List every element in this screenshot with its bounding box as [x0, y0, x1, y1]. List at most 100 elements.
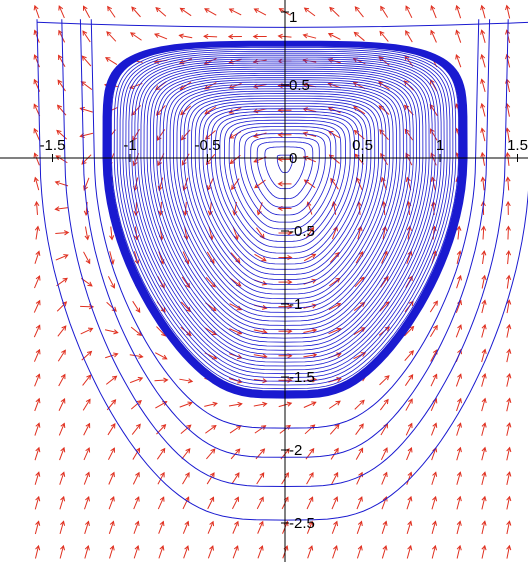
field-arrow [303, 7, 316, 17]
field-arrow [430, 349, 438, 362]
y-tick-label: -2 [289, 442, 302, 459]
field-arrow [379, 129, 389, 140]
field-arrow [405, 5, 413, 19]
x-tick-label: 0.5 [352, 137, 373, 154]
field-arrow [81, 350, 93, 361]
field-arrow [33, 54, 40, 68]
field-arrow [404, 350, 414, 361]
field-arrow [105, 57, 118, 65]
field-arrow [306, 496, 314, 510]
field-arrow [505, 151, 511, 166]
field-arrow [406, 447, 413, 461]
field-arrow [109, 251, 115, 265]
field-arrow [180, 301, 192, 313]
field-arrow [481, 299, 487, 314]
field-arrow [58, 398, 66, 411]
field-arrow [480, 225, 487, 240]
field-arrow [228, 401, 243, 407]
field-arrow [33, 29, 40, 43]
field-arrow [406, 495, 413, 510]
field-arrow [456, 274, 462, 289]
field-arrow [480, 78, 486, 93]
field-arrow [481, 397, 487, 412]
field-arrow [302, 33, 317, 39]
field-arrow [55, 254, 69, 261]
field-arrow [158, 520, 165, 534]
field-arrow [378, 81, 390, 90]
field-arrow [55, 155, 68, 164]
field-arrow [204, 401, 218, 407]
field-arrow [133, 520, 140, 534]
field-arrow [354, 6, 364, 18]
field-arrow [84, 520, 90, 535]
field-arrow [379, 375, 390, 386]
field-arrow [456, 471, 462, 485]
field-arrow [232, 496, 239, 510]
field-arrow [33, 176, 40, 191]
field-arrow [456, 422, 462, 436]
field-arrow [455, 29, 462, 43]
field-arrow [381, 544, 388, 559]
field-arrow [430, 128, 438, 141]
orbit-curves [36, 19, 528, 521]
outer-orbit [36, 21, 528, 28]
field-arrow [232, 520, 239, 534]
field-arrow [332, 545, 338, 559]
field-arrow [107, 276, 115, 289]
field-arrow [33, 152, 40, 166]
field-arrow [331, 496, 339, 510]
y-tick-label: 1 [289, 9, 297, 26]
field-arrow [105, 375, 118, 385]
field-arrow [506, 323, 512, 338]
field-arrow [155, 352, 168, 360]
field-arrow [107, 5, 116, 18]
field-arrow [34, 397, 41, 412]
field-arrow [34, 495, 41, 510]
field-arrow [158, 545, 165, 559]
field-arrow [133, 496, 140, 510]
field-arrow [252, 33, 267, 40]
field-arrow [404, 325, 415, 337]
field-arrow [59, 544, 66, 559]
y-tick-label: -0.5 [289, 223, 315, 240]
field-arrow [253, 401, 268, 407]
field-arrow [455, 54, 462, 68]
field-arrow [429, 300, 438, 313]
field-arrow [506, 274, 512, 289]
field-arrow [34, 422, 41, 436]
field-arrow [132, 300, 141, 313]
field-arrow [204, 8, 217, 16]
field-arrow [55, 230, 70, 236]
x-tick-label: 1 [436, 137, 444, 154]
field-arrow [58, 422, 66, 436]
field-arrow [302, 155, 317, 163]
field-arrow [506, 397, 512, 412]
field-arrow [480, 151, 486, 166]
field-arrow [329, 423, 340, 435]
field-arrow [356, 520, 363, 534]
field-arrow [256, 472, 265, 485]
field-arrow [130, 399, 142, 410]
field-arrow [480, 4, 486, 19]
field-arrow [380, 447, 388, 461]
field-arrow [505, 250, 512, 265]
field-arrow [328, 400, 341, 409]
field-arrow [207, 496, 215, 510]
field-arrow [59, 520, 66, 535]
field-arrow [480, 102, 486, 117]
field-arrow [302, 107, 317, 113]
y-tick-label: -1.5 [289, 369, 315, 386]
field-arrow [404, 374, 414, 386]
x-tick-label: -1.5 [40, 137, 66, 154]
field-arrow [229, 154, 241, 165]
field-arrow [431, 471, 438, 485]
field-arrow [331, 471, 339, 485]
field-arrow [182, 520, 190, 534]
field-arrow [431, 520, 438, 535]
field-arrow [381, 520, 388, 534]
field-arrow [178, 33, 193, 39]
field-arrow [203, 33, 218, 40]
field-arrow [356, 471, 363, 485]
field-arrow [456, 397, 462, 412]
field-arrow [83, 422, 91, 436]
